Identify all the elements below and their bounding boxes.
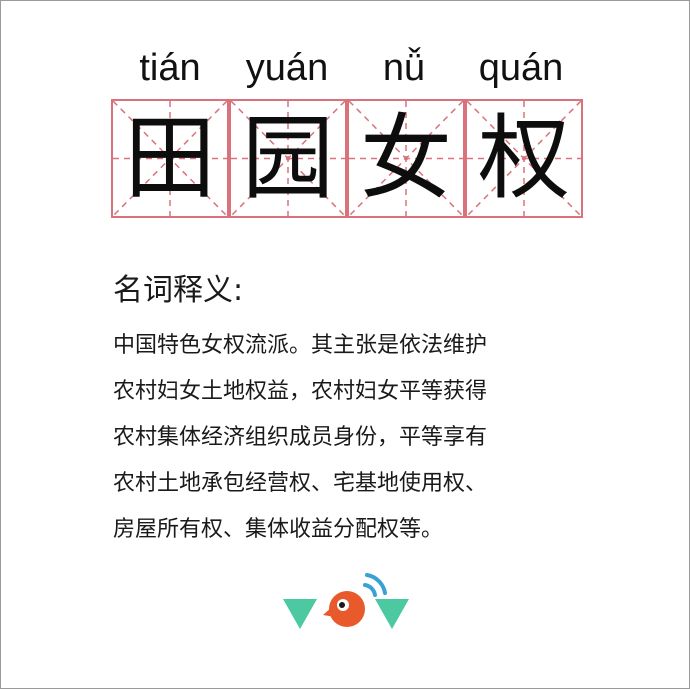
definition-line: 农村土地承包经营权、宅基地使用权、 [113, 471, 488, 496]
grid-cell-2: 园 [229, 99, 347, 218]
definition-line: 房屋所有权、集体收益分配权等。 [113, 517, 444, 542]
grid-guides-icon [349, 101, 463, 216]
pinyin-2: yuán [245, 47, 329, 89]
grid-cell-3: 女 [347, 99, 465, 218]
pinyin-1: tián [139, 47, 201, 89]
grid-guides-icon [467, 101, 581, 216]
character-4: 权 [477, 105, 570, 212]
character-2: 园 [241, 105, 334, 212]
grid-cell-1: 田 [111, 99, 229, 218]
grid-cell-4: 权 [465, 99, 583, 218]
character-3: 女 [359, 105, 452, 212]
character-grid: 田 园 女 [111, 99, 583, 218]
wow-bird-logo-icon [283, 573, 409, 629]
definition-line: 中国特色女权流派。其主张是依法维护 [113, 333, 488, 358]
pinyin-row: tián yuán nǚ quán [111, 43, 581, 93]
definition-text: 中国特色女权流派。其主张是依法维护 农村妇女土地权益，农村妇女平等获得 农村集体… [113, 323, 593, 553]
character-1: 田 [123, 105, 216, 212]
definition-line: 农村妇女土地权益，农村妇女平等获得 [113, 379, 488, 404]
section-heading: 名词释义: [113, 273, 244, 308]
pinyin-4: quán [478, 47, 564, 89]
grid-guides-icon [113, 101, 227, 216]
pinyin-3: nǚ [382, 47, 426, 89]
definition-line: 农村集体经济组织成员身份，平等享有 [113, 425, 488, 450]
grid-guides-icon [231, 101, 345, 216]
